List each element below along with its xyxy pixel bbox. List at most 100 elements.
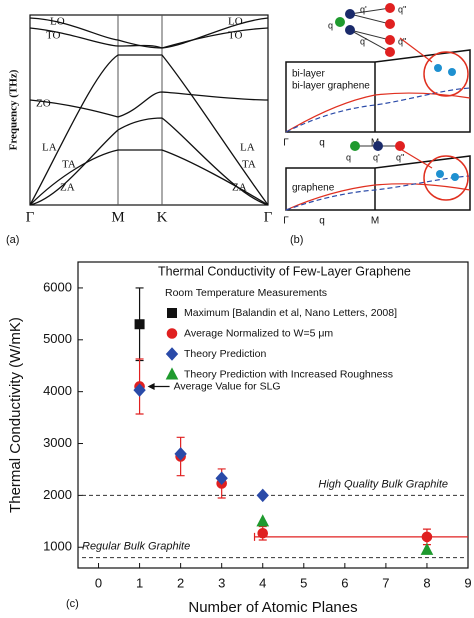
curve [285,183,471,211]
y-tick-label: 3000 [43,435,72,450]
node-label: q [346,152,351,162]
chart-title: Thermal Conductivity of Few-Layer Graphe… [158,264,411,278]
x-tick-label: 6 [341,575,348,590]
diagram-title: graphene [292,183,335,194]
panel-label: (a) [6,234,19,246]
dot [451,173,459,181]
marker [215,471,228,486]
point-label: K [157,209,168,225]
y-tick-label: 1000 [43,539,72,554]
y-tick-label: 2000 [43,487,72,502]
branch-label: ZA [60,182,75,194]
branch-label: LA [240,142,255,154]
branch-label: TO [46,30,61,42]
marker [420,542,434,555]
legend-marker [165,347,179,361]
legend-label: Theory Prediction with Increased Roughne… [184,368,393,380]
axis-label: Γ [283,216,289,227]
branch-za [29,117,269,206]
x-tick-label: 5 [300,575,307,590]
node-chain [335,3,395,57]
branch-la [29,54,269,206]
diagram-title: bi-layer graphene [292,81,370,92]
x-tick-label: 2 [177,575,184,590]
branch-to [29,27,269,49]
x-tick-label: 8 [423,575,430,590]
node-label: q'' [398,4,407,14]
node-chain [350,141,405,151]
diagram-title: bi-layer [292,69,325,80]
axis-label: q [319,216,325,227]
marker [257,527,269,539]
zoom-circle [423,51,469,97]
branch-label: LA [42,142,57,154]
branch-label: TA [242,159,256,171]
chart-subtitle: Room Temperature Measurements [165,287,327,299]
legend-marker [167,308,177,318]
dot [434,64,442,72]
branch-label: ZA [232,182,247,194]
branch-zo [29,91,269,118]
point-label: Γ [26,209,35,225]
annotation-arrowhead [147,382,155,390]
x-tick-label: 9 [464,575,471,590]
y-tick-label: 6000 [43,279,72,294]
node-label: q [328,20,333,30]
node-label: q'' [398,36,407,46]
branch-lo [29,17,269,49]
x-tick-label: 7 [382,575,389,590]
branch-label: TO [228,30,243,42]
axis-label: M [371,216,379,227]
dot [448,68,456,76]
branch-label: LO [50,16,65,28]
node-label: q' [360,36,367,46]
point-label: Γ [264,209,273,225]
branch-label: TA [62,159,76,171]
legend-label: Theory Prediction [184,348,266,360]
point-label: M [111,209,124,225]
legend-label: Maximum [Balandin et al, Nano Letters, 2… [184,307,397,319]
branch-label: LO [228,16,243,28]
axis-label: Γ [283,138,289,149]
x-axis-label: Number of Atomic Planes [188,599,357,616]
frame [29,14,269,206]
node-label: q' [373,152,380,162]
panel-b: q q' q'' q' q'' bi-layer bi-layer graphe… [283,3,471,246]
arrow [401,149,433,169]
legend-label: Average Normalized to W=5 μm [184,327,333,339]
x-tick-label: 0 [95,575,102,590]
y-axis-label: Frequency (THz) [8,69,20,150]
curve [285,175,471,211]
marker [256,488,269,503]
dot [436,170,444,178]
marker [133,383,146,397]
branch-ta [29,149,269,206]
y-tick-label: 5000 [43,331,72,346]
marker [174,447,187,461]
plot-frame [77,261,469,569]
curve [285,92,471,133]
x-tick-label: 4 [259,575,266,590]
marker [421,531,433,543]
panel-label: (b) [290,234,303,246]
x-tick-label: 1 [136,575,143,590]
legend-marker [166,328,178,339]
x-tick-label: 3 [218,575,225,590]
x-error-bar [253,532,468,541]
legend-marker [165,367,179,380]
y-axis-label: Thermal Conductivity (W/mK) [7,317,24,513]
zoom-circle [423,155,469,201]
marker [134,319,145,330]
frame [285,155,471,211]
marker [256,514,270,527]
y-tick-label: 4000 [43,383,72,398]
reference-label: High Quality Bulk Graphite [318,478,448,490]
axis-label: q [319,138,325,149]
branch-label: ZO [36,98,51,110]
node-label: q'' [396,152,405,162]
frame [285,49,471,133]
panel-label: (c) [66,598,79,610]
node-label: q' [360,4,367,14]
